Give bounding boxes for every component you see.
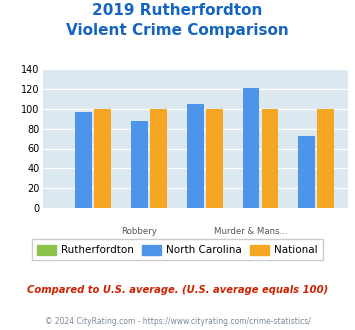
Bar <box>317 109 334 208</box>
Bar <box>94 109 111 208</box>
Bar <box>131 121 148 208</box>
Text: © 2024 CityRating.com - https://www.cityrating.com/crime-statistics/: © 2024 CityRating.com - https://www.city… <box>45 317 310 326</box>
Bar <box>262 109 278 208</box>
Text: Aggravated Assault: Aggravated Assault <box>153 241 237 250</box>
Text: Robbery: Robbery <box>121 227 158 236</box>
Text: All Violent Crime: All Violent Crime <box>48 241 120 250</box>
Text: Murder & Mans...: Murder & Mans... <box>214 227 288 236</box>
Bar <box>187 104 204 208</box>
Text: Violent Crime Comparison: Violent Crime Comparison <box>66 23 289 38</box>
Bar <box>75 112 92 208</box>
Text: 2019 Rutherfordton: 2019 Rutherfordton <box>92 3 263 18</box>
Bar <box>242 88 260 208</box>
Bar <box>150 109 167 208</box>
Text: Rape: Rape <box>296 241 318 250</box>
Text: Compared to U.S. average. (U.S. average equals 100): Compared to U.S. average. (U.S. average … <box>27 285 328 295</box>
Bar <box>206 109 223 208</box>
Legend: Rutherfordton, North Carolina, National: Rutherfordton, North Carolina, National <box>32 240 323 260</box>
Bar <box>298 136 315 208</box>
